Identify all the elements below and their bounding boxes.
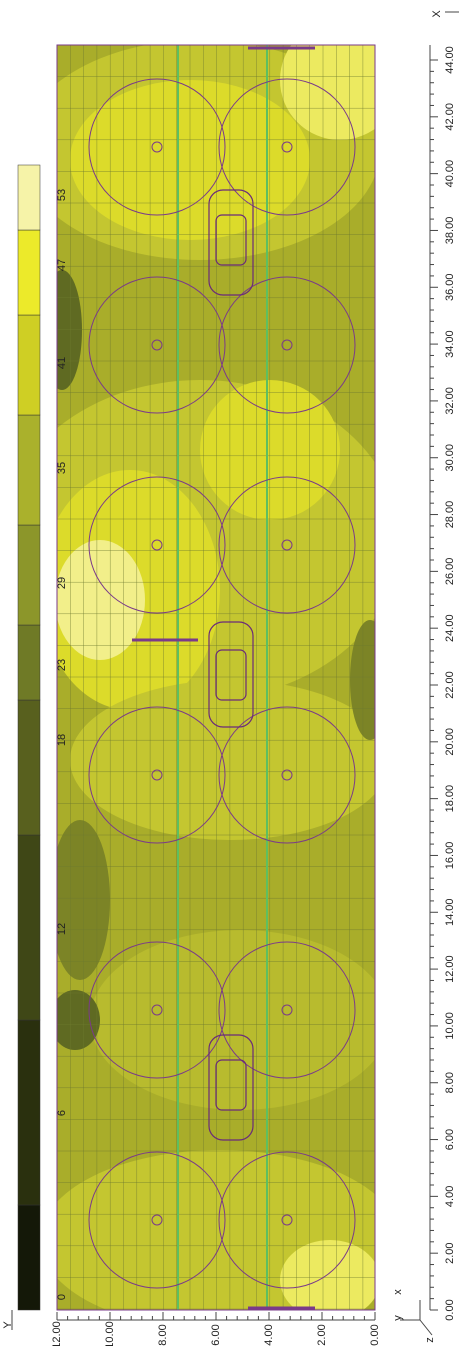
x-tick-label: 2.00 [444, 1242, 456, 1263]
y-tick-label: 12.00 [51, 1321, 63, 1346]
legend-swatch [17, 1204, 41, 1311]
y-tick-label: 8.00 [157, 1324, 169, 1345]
x-tick-label: 32.00 [444, 387, 456, 415]
legend-label: 0 [56, 1294, 68, 1300]
x-tick-label: 14.00 [444, 899, 456, 927]
legend-swatch [17, 314, 41, 416]
x-tick-label: 36.00 [444, 274, 456, 302]
x-tick-label: 4.00 [444, 1186, 456, 1207]
calc-grid [57, 45, 375, 1310]
x-tick-label: 12.00 [444, 955, 456, 983]
axes: 0.00 2.00 4.00 6.00 8.00 10.00 12.00 14.00 16.00… [2, 10, 459, 1349]
legend-swatch [17, 834, 41, 1021]
x-tick-label: 40.00 [444, 160, 456, 188]
y-tick-label: 10.00 [104, 1321, 116, 1346]
legend-label: 41 [56, 357, 68, 369]
legend-swatch [17, 229, 41, 316]
luminaire [151, 339, 163, 351]
luminaire-area [218, 276, 356, 414]
legend-label: 6 [56, 1110, 68, 1116]
luminaire-area [88, 476, 226, 614]
legend-swatch [17, 699, 41, 836]
legend-swatch [17, 524, 41, 626]
x-tick-label: 34.00 [444, 330, 456, 358]
legend-swatch [17, 1019, 41, 1206]
legend-label: 23 [56, 659, 68, 671]
luminaire [281, 539, 293, 551]
legend-swatch [17, 624, 41, 701]
y-tick-label: 0.00 [369, 1324, 381, 1345]
y-axis-name: Y [2, 1321, 14, 1329]
luminaire [151, 1214, 163, 1226]
luminaire [281, 769, 293, 781]
luminaire-area [218, 1151, 356, 1289]
luminaire [281, 141, 293, 153]
x-tick-label: 20.00 [444, 728, 456, 756]
luminaire-area [218, 476, 356, 614]
x-tick-label: 28.00 [444, 501, 456, 529]
x-tick-label: 30.00 [444, 444, 456, 472]
luminaire [151, 141, 163, 153]
legend-label: 12 [56, 923, 68, 935]
legend-label: 53 [56, 189, 68, 201]
luminaire-area [88, 276, 226, 414]
cars [208, 189, 254, 1141]
icon-label: y [392, 1315, 404, 1321]
x-tick-label: 0.00 [444, 1299, 456, 1320]
luminaire-area [88, 1151, 226, 1289]
luminaire-area [218, 78, 356, 216]
luminaire-area [218, 941, 356, 1079]
plot-border [56, 44, 376, 1311]
icon-label: z [424, 1337, 436, 1343]
luminaire [151, 539, 163, 551]
legend-swatch [17, 414, 41, 526]
legend-swatch [17, 164, 41, 231]
luminaire [281, 1004, 293, 1016]
x-tick-label: 10.00 [444, 1012, 456, 1040]
luminaire-area [218, 706, 356, 844]
y-tick-label: 6.00 [210, 1324, 222, 1345]
legend-label: 18 [56, 734, 68, 746]
x-axis-name: X [431, 10, 443, 18]
x-tick-label: 26.00 [444, 558, 456, 586]
luminaire-area [88, 941, 226, 1079]
luminaire-area [88, 78, 226, 216]
luminaire [151, 1004, 163, 1016]
poles [132, 46, 315, 1310]
x-tick-label: 42.00 [444, 103, 456, 131]
luminaire [281, 1214, 293, 1226]
x-tick-label: 24.00 [444, 614, 456, 642]
x-tick-label: 16.00 [444, 842, 456, 870]
icon-axis [419, 1319, 433, 1336]
x-tick-label: 6.00 [444, 1129, 456, 1150]
luminaires [88, 78, 356, 1289]
y-tick-label: 4.00 [263, 1324, 275, 1345]
legend: 0 6 12 18 23 29 35 41 47 53 [17, 164, 68, 1311]
luminaire [281, 339, 293, 351]
x-tick-label: 8.00 [444, 1072, 456, 1093]
legend-label: 47 [56, 259, 68, 271]
luminaire [151, 769, 163, 781]
x-tick-label: 18.00 [444, 785, 456, 813]
x-tick-label: 22.00 [444, 671, 456, 699]
legend-label: 29 [56, 577, 68, 589]
icon-label: x [392, 1289, 404, 1295]
luminaire-area [88, 706, 226, 844]
x-tick-label: 38.00 [444, 217, 456, 245]
x-tick-label: 44.00 [444, 46, 456, 74]
legend-label: 35 [56, 462, 68, 474]
y-tick-label: 2.00 [316, 1324, 328, 1345]
